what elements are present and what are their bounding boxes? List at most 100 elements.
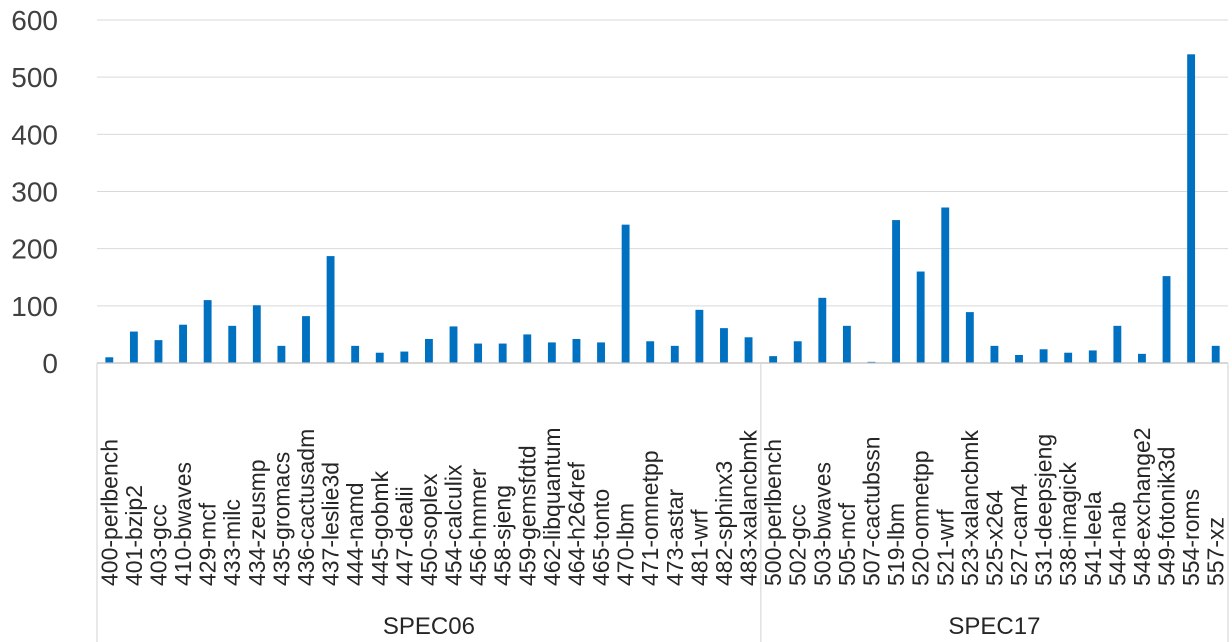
category-label: 454-calculix [441,464,467,586]
bar-454-calculix [449,326,458,363]
group-label: SPEC17 [948,613,1040,640]
y-tick-label: 300 [11,177,58,208]
category-label: 471-omnetpp [637,450,663,586]
category-label: 527-cam4 [1006,484,1032,586]
bar-557-xz [1211,345,1220,363]
bar-481-wrf [695,309,704,363]
bar-444-namd [351,345,360,363]
bar-505-mcf [842,325,851,363]
category-label: 436-cactusadm [293,429,319,586]
bar-465-tonto [597,342,605,363]
category-label: 444-namd [342,482,368,586]
gridlines [97,19,1228,307]
category-label: 483-xalancbmk [736,430,762,586]
bar-462-libquantum [547,342,556,363]
category-label: 459-gemsfdtd [514,445,540,586]
bar-400-perlbench [105,357,114,363]
bar-483-xalancbmk [744,337,753,363]
category-label: 447-dealii [391,486,417,586]
group-labels: SPEC06 SPEC17 [383,613,1041,640]
bar-436-cactusadm [302,316,310,363]
category-label: 523-xalancbmk [957,430,983,586]
category-label: 437-leslie3d [318,462,344,586]
bar-435-gromacs [277,345,286,363]
category-label: 465-tonto [588,489,614,586]
category-label: 500-perlbench [760,439,786,586]
group-label: SPEC06 [383,613,475,640]
category-label: 473-astar [662,488,688,586]
bar-429-mcf [203,300,212,363]
bar-531-deepsjeng [1039,349,1048,363]
category-label: 433-milc [219,499,245,586]
category-label: 462-libquantum [539,427,565,586]
bar-519-lbm [892,220,901,363]
category-label: 482-sphinx3 [711,461,737,586]
x-axis [96,362,1229,642]
bar-459-gemsfdtd [523,334,532,363]
bar-520-omnetpp [916,271,925,363]
category-label: 531-deepsjeng [1031,434,1057,586]
bar-433-milc [228,325,237,363]
bar-471-omnetpp [646,341,655,363]
category-label: 519-lbm [883,503,909,586]
bar-502-gcc [793,341,802,363]
bar-548-exchange2 [1138,353,1146,363]
category-label: 470-lbm [613,503,639,586]
category-label: 403-gcc [145,504,171,586]
category-label: 549-fotonik3d [1154,447,1180,586]
bars [105,54,1220,364]
y-tick-label: 400 [11,119,58,150]
category-label: 445-gobmk [367,470,393,586]
bar-450-soplex [424,338,433,363]
bar-458-sjeng [498,343,507,363]
bar-482-sphinx3 [720,328,728,363]
category-label: 507-cactubssn [858,436,884,586]
bar-473-astar [670,345,679,363]
bar-525-x264 [990,345,999,363]
category-label: 464-h264ref [563,461,589,586]
y-tick-label: 100 [11,291,58,322]
category-label: 525-x264 [981,490,1007,586]
category-label: 456-hmmer [465,468,491,586]
bar-503-bwaves [818,297,827,363]
category-label: 505-mcf [834,502,860,586]
bar-554-roms [1187,54,1196,364]
category-label: 410-bwaves [170,462,196,586]
bar-500-perlbench [769,356,778,363]
category-label: 434-zeusmp [244,459,270,586]
category-labels: 400-perlbench401-bzip2403-gcc410-bwaves4… [96,427,1228,586]
y-tick-label: 0 [42,348,58,379]
bar-447-dealii [400,351,409,363]
category-label: 554-roms [1178,489,1204,586]
bar-544-nab [1113,325,1122,363]
category-label: 429-mcf [195,502,221,586]
category-label: 435-gromacs [268,452,294,586]
bar-549-fotonik3d [1162,276,1171,363]
bar-403-gcc [154,340,163,363]
bar-541-leela [1088,350,1097,363]
category-label: 503-bwaves [809,462,835,586]
y-tick-label: 500 [11,62,58,93]
bar-464-h264ref [572,338,581,363]
bar-401-bzip2 [129,331,138,363]
category-label: 557-xz [1203,517,1229,586]
bar-527-cam4 [1015,354,1023,363]
bar-410-bwaves [179,324,187,363]
category-label: 544-nab [1104,502,1130,586]
category-label: 520-omnetpp [908,450,934,586]
category-label: 538-imagick [1055,462,1081,586]
y-tick-label: 200 [11,234,58,265]
category-label: 458-sjeng [490,485,516,586]
category-label: 401-bzip2 [121,485,147,586]
category-label: 541-leela [1080,491,1106,586]
bar-521-wrf [941,207,950,363]
category-label: 481-wrf [686,509,712,586]
y-tick-label: 600 [11,5,58,36]
y-axis-tick-labels: 0 100 200 300 400 500 600 [11,5,58,379]
category-label: 450-soplex [416,473,442,586]
category-label: 502-gcc [785,504,811,586]
bar-445-gobmk [375,352,384,363]
bar-434-zeusmp [252,305,261,363]
